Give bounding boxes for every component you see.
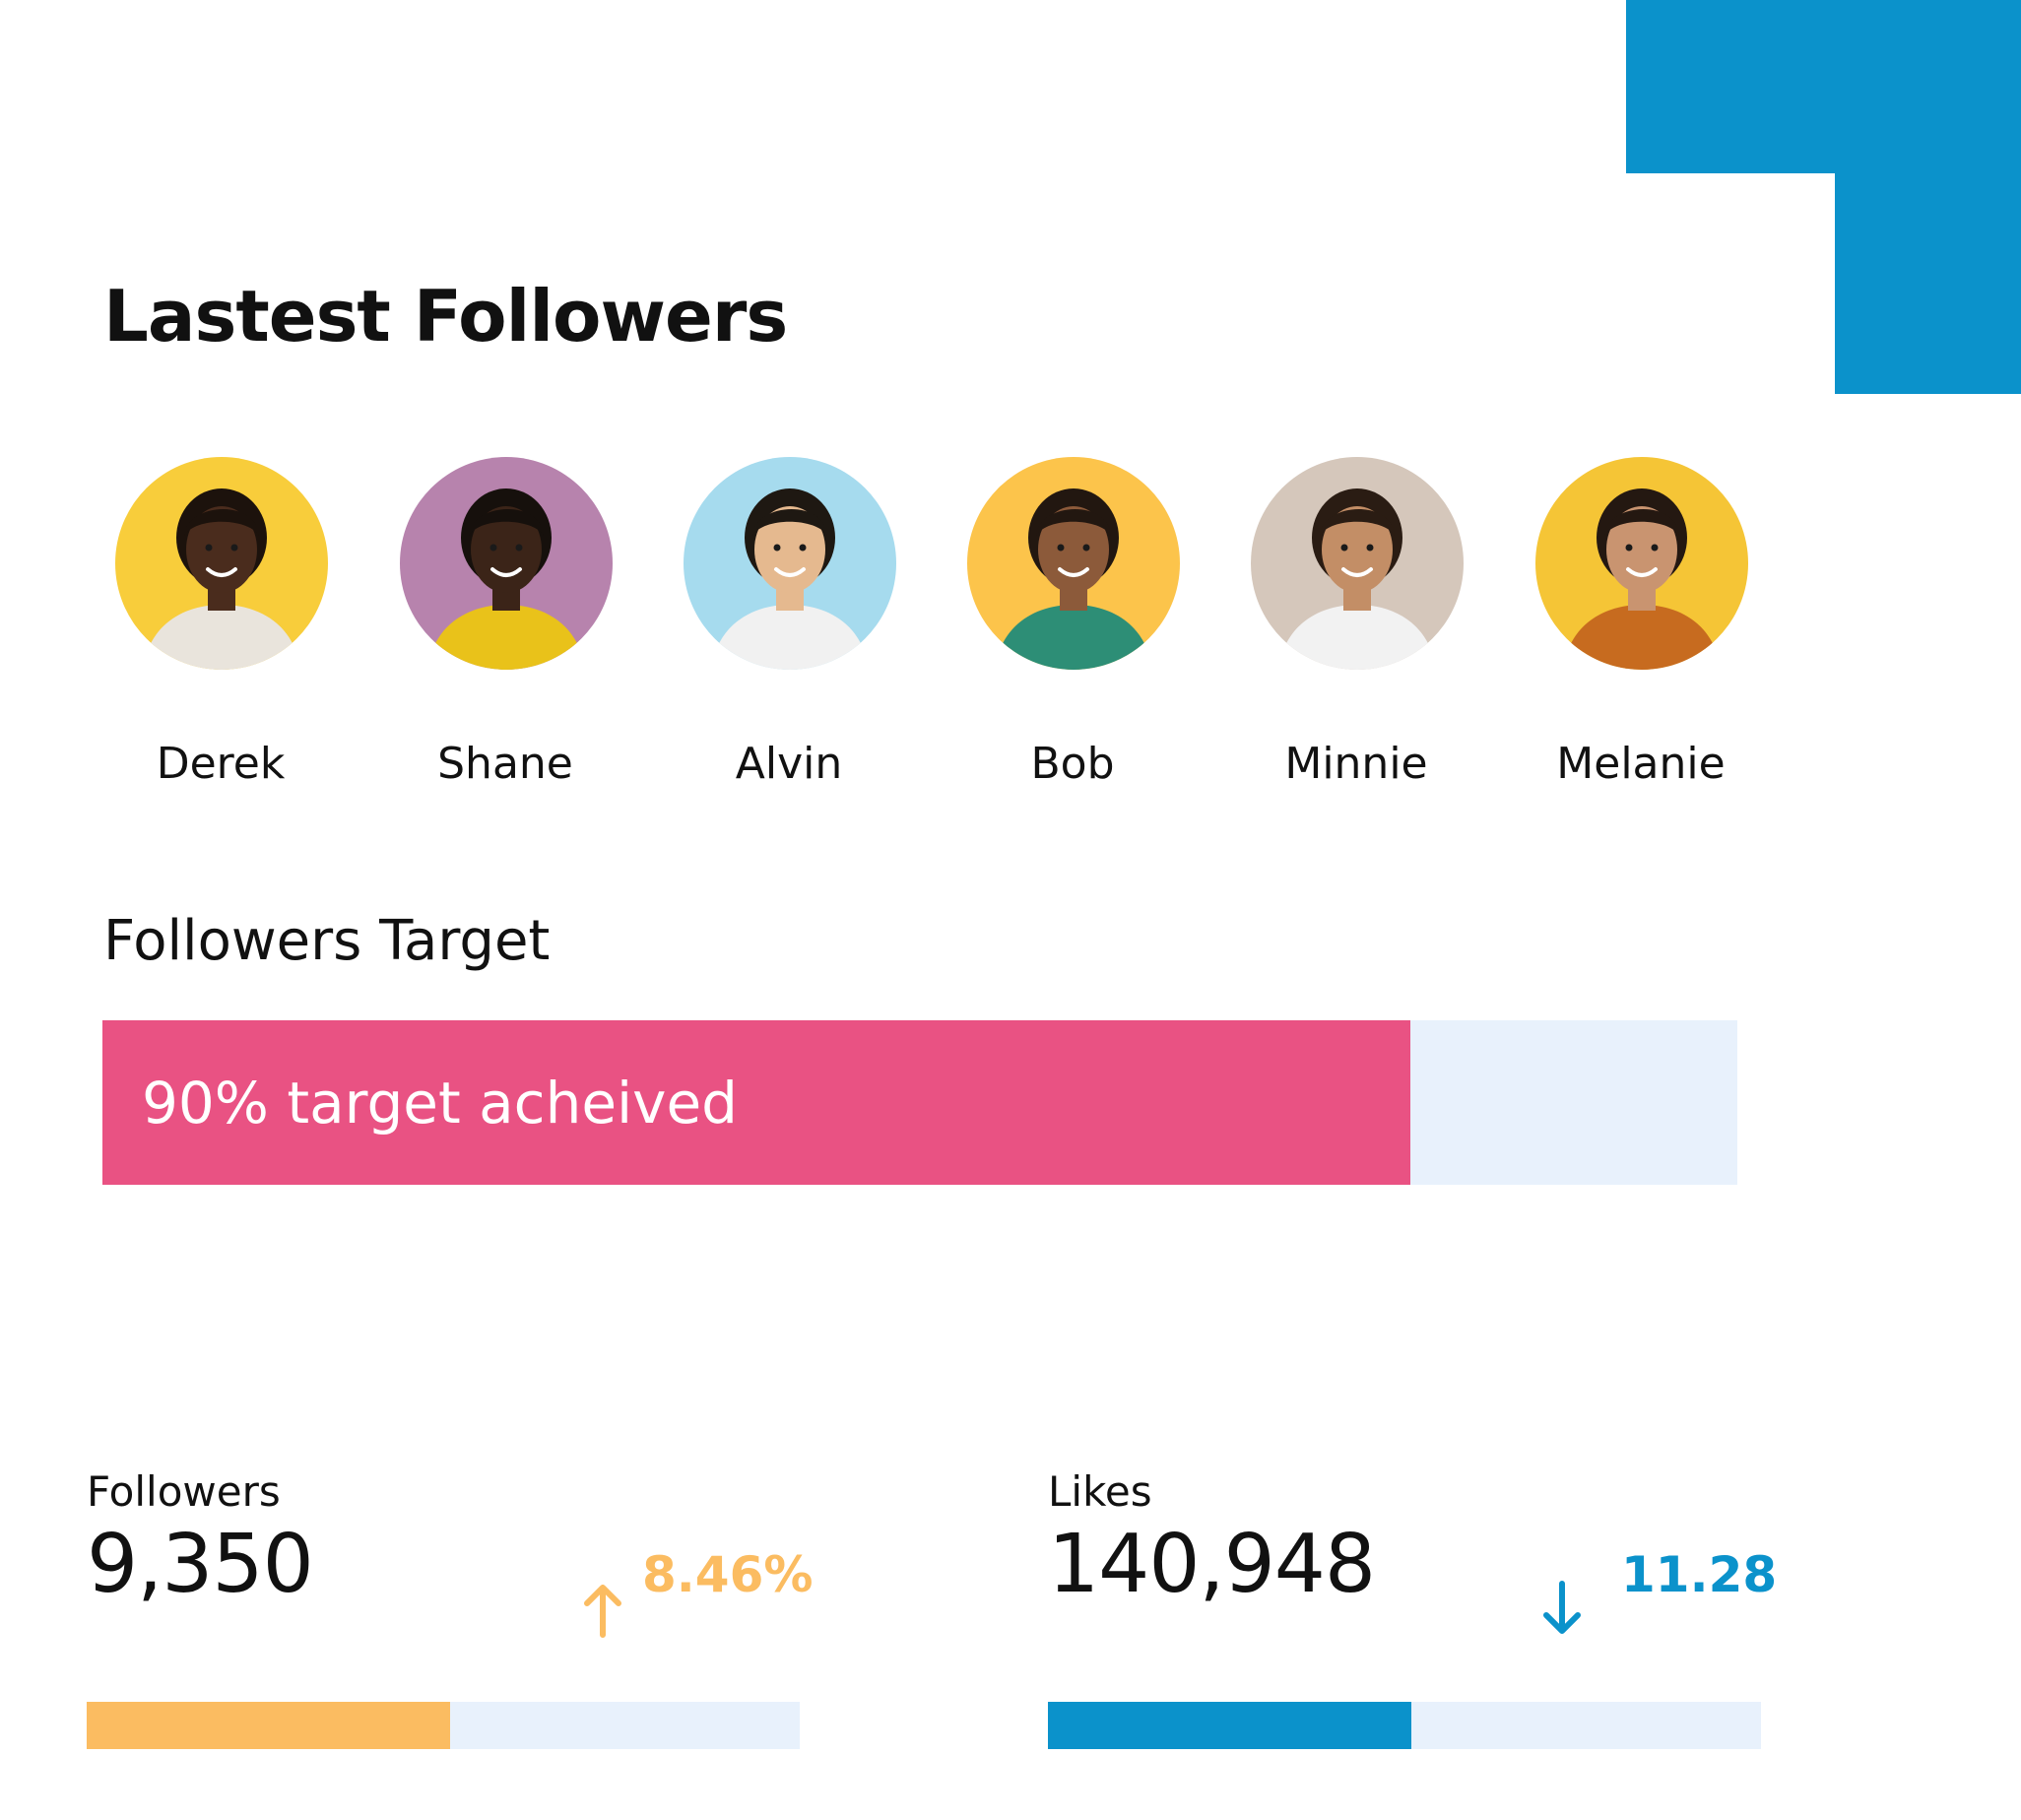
corner-decoration-right — [1835, 0, 2021, 394]
follower-item[interactable]: Derek — [79, 457, 362, 812]
avatar-portrait — [967, 457, 1180, 670]
arrow-down-icon — [1543, 1581, 1581, 1634]
avatar[interactable] — [967, 457, 1180, 670]
followers-target-fill — [102, 1020, 1410, 1185]
followers-stat: Followers 9,350 8.46% — [87, 1465, 813, 1751]
avatar-portrait — [1535, 457, 1748, 670]
avatar[interactable] — [115, 457, 328, 670]
avatar-portrait — [684, 457, 896, 670]
stat-change: 11.28 — [1621, 1546, 1778, 1603]
follower-item[interactable]: Bob — [931, 457, 1214, 812]
followers-list: Derek Shane Alvin Bob Minnie Melanie — [79, 457, 1793, 812]
followers-target-title: Followers Target — [103, 909, 551, 973]
follower-item[interactable]: Shane — [363, 457, 647, 812]
stat-value: 9,350 — [87, 1518, 314, 1611]
follower-name: Alvin — [735, 739, 843, 789]
avatar[interactable] — [684, 457, 896, 670]
avatar-portrait — [115, 457, 328, 670]
stat-progress-fill — [87, 1702, 451, 1749]
followers-target-bar: 90% target acheived — [102, 1020, 1737, 1185]
avatar-portrait — [400, 457, 613, 670]
follower-name: Shane — [437, 739, 573, 789]
follower-name: Bob — [1030, 739, 1115, 789]
avatar-portrait — [1251, 457, 1464, 670]
stat-progress-fill — [1048, 1702, 1412, 1749]
avatar[interactable] — [1251, 457, 1464, 670]
follower-name: Melanie — [1556, 739, 1726, 789]
follower-item[interactable]: Melanie — [1499, 457, 1783, 812]
likes-stat: Likes 140,948 11.28 — [1048, 1465, 1777, 1751]
avatar[interactable] — [1535, 457, 1748, 670]
stat-label: Followers — [87, 1467, 281, 1516]
follower-item[interactable]: Alvin — [647, 457, 931, 812]
page-title: Lastest Followers — [103, 275, 788, 358]
stat-change: 8.46% — [642, 1546, 814, 1603]
follower-item[interactable]: Minnie — [1214, 457, 1498, 812]
stat-progress-bar — [87, 1702, 800, 1749]
avatar[interactable] — [400, 457, 613, 670]
stat-progress-bar — [1048, 1702, 1761, 1749]
stat-label: Likes — [1048, 1467, 1152, 1516]
follower-name: Derek — [156, 739, 286, 789]
stat-value: 140,948 — [1048, 1518, 1376, 1611]
follower-name: Minnie — [1284, 739, 1428, 789]
followers-target-label: 90% target acheived — [142, 1069, 738, 1137]
arrow-up-icon — [584, 1585, 621, 1638]
